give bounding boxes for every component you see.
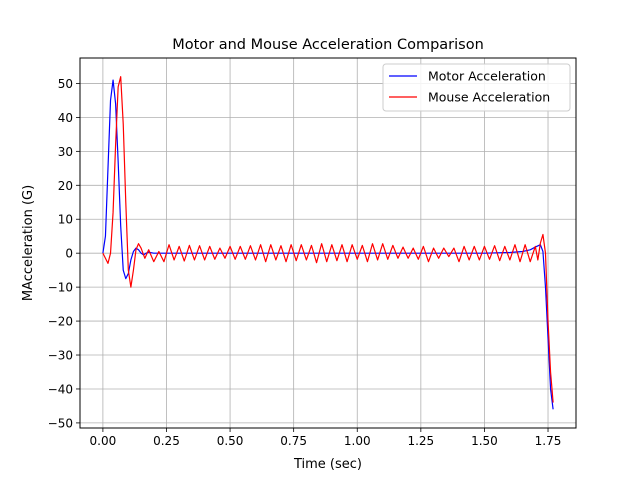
x-tick-label: 1.75 bbox=[535, 434, 562, 448]
y-tick-label: −10 bbox=[48, 281, 73, 295]
plot-frame bbox=[79, 57, 577, 429]
x-tick-label: 1.50 bbox=[471, 434, 498, 448]
y-tick-label: 50 bbox=[58, 77, 73, 91]
x-tick-label: 1.25 bbox=[407, 434, 434, 448]
axis-ticks: 0.00 0.25 0.50 0.75 1.00 1.25 1.50 1.75 −50 −40 −3… bbox=[48, 77, 562, 448]
x-tick-label: 1.00 bbox=[344, 434, 371, 448]
x-axis-label: Time (sec) bbox=[293, 457, 362, 472]
y-tick-label: −50 bbox=[48, 416, 73, 430]
series-line-motor bbox=[102, 79, 554, 410]
series-line-mouse bbox=[102, 76, 554, 403]
x-tick-label: 0.75 bbox=[280, 434, 307, 448]
x-tick-label: 0.00 bbox=[90, 434, 117, 448]
y-tick-label: −40 bbox=[48, 382, 73, 396]
y-tick-label: −30 bbox=[48, 349, 73, 363]
y-tick-label: 30 bbox=[58, 145, 73, 159]
chart-title: Motor and Mouse Acceleration Comparison bbox=[172, 37, 484, 53]
y-tick-label: 0 bbox=[65, 247, 73, 261]
y-tick-label: −20 bbox=[48, 315, 73, 329]
legend: Motor Acceleration Mouse Acceleration bbox=[382, 63, 571, 112]
grid-lines bbox=[80, 58, 576, 428]
y-tick-label: 10 bbox=[58, 213, 73, 227]
x-tick-label: 0.25 bbox=[153, 434, 180, 448]
y-axis-label: MAcceleration (G) bbox=[21, 185, 36, 301]
legend-label: Motor Acceleration bbox=[428, 69, 546, 84]
series-layer bbox=[102, 76, 554, 410]
y-tick-label: 40 bbox=[58, 111, 73, 125]
y-tick-label: 20 bbox=[58, 179, 73, 193]
x-tick-label: 0.50 bbox=[217, 434, 244, 448]
legend-label: Mouse Acceleration bbox=[428, 90, 550, 105]
legend-box bbox=[382, 63, 571, 112]
